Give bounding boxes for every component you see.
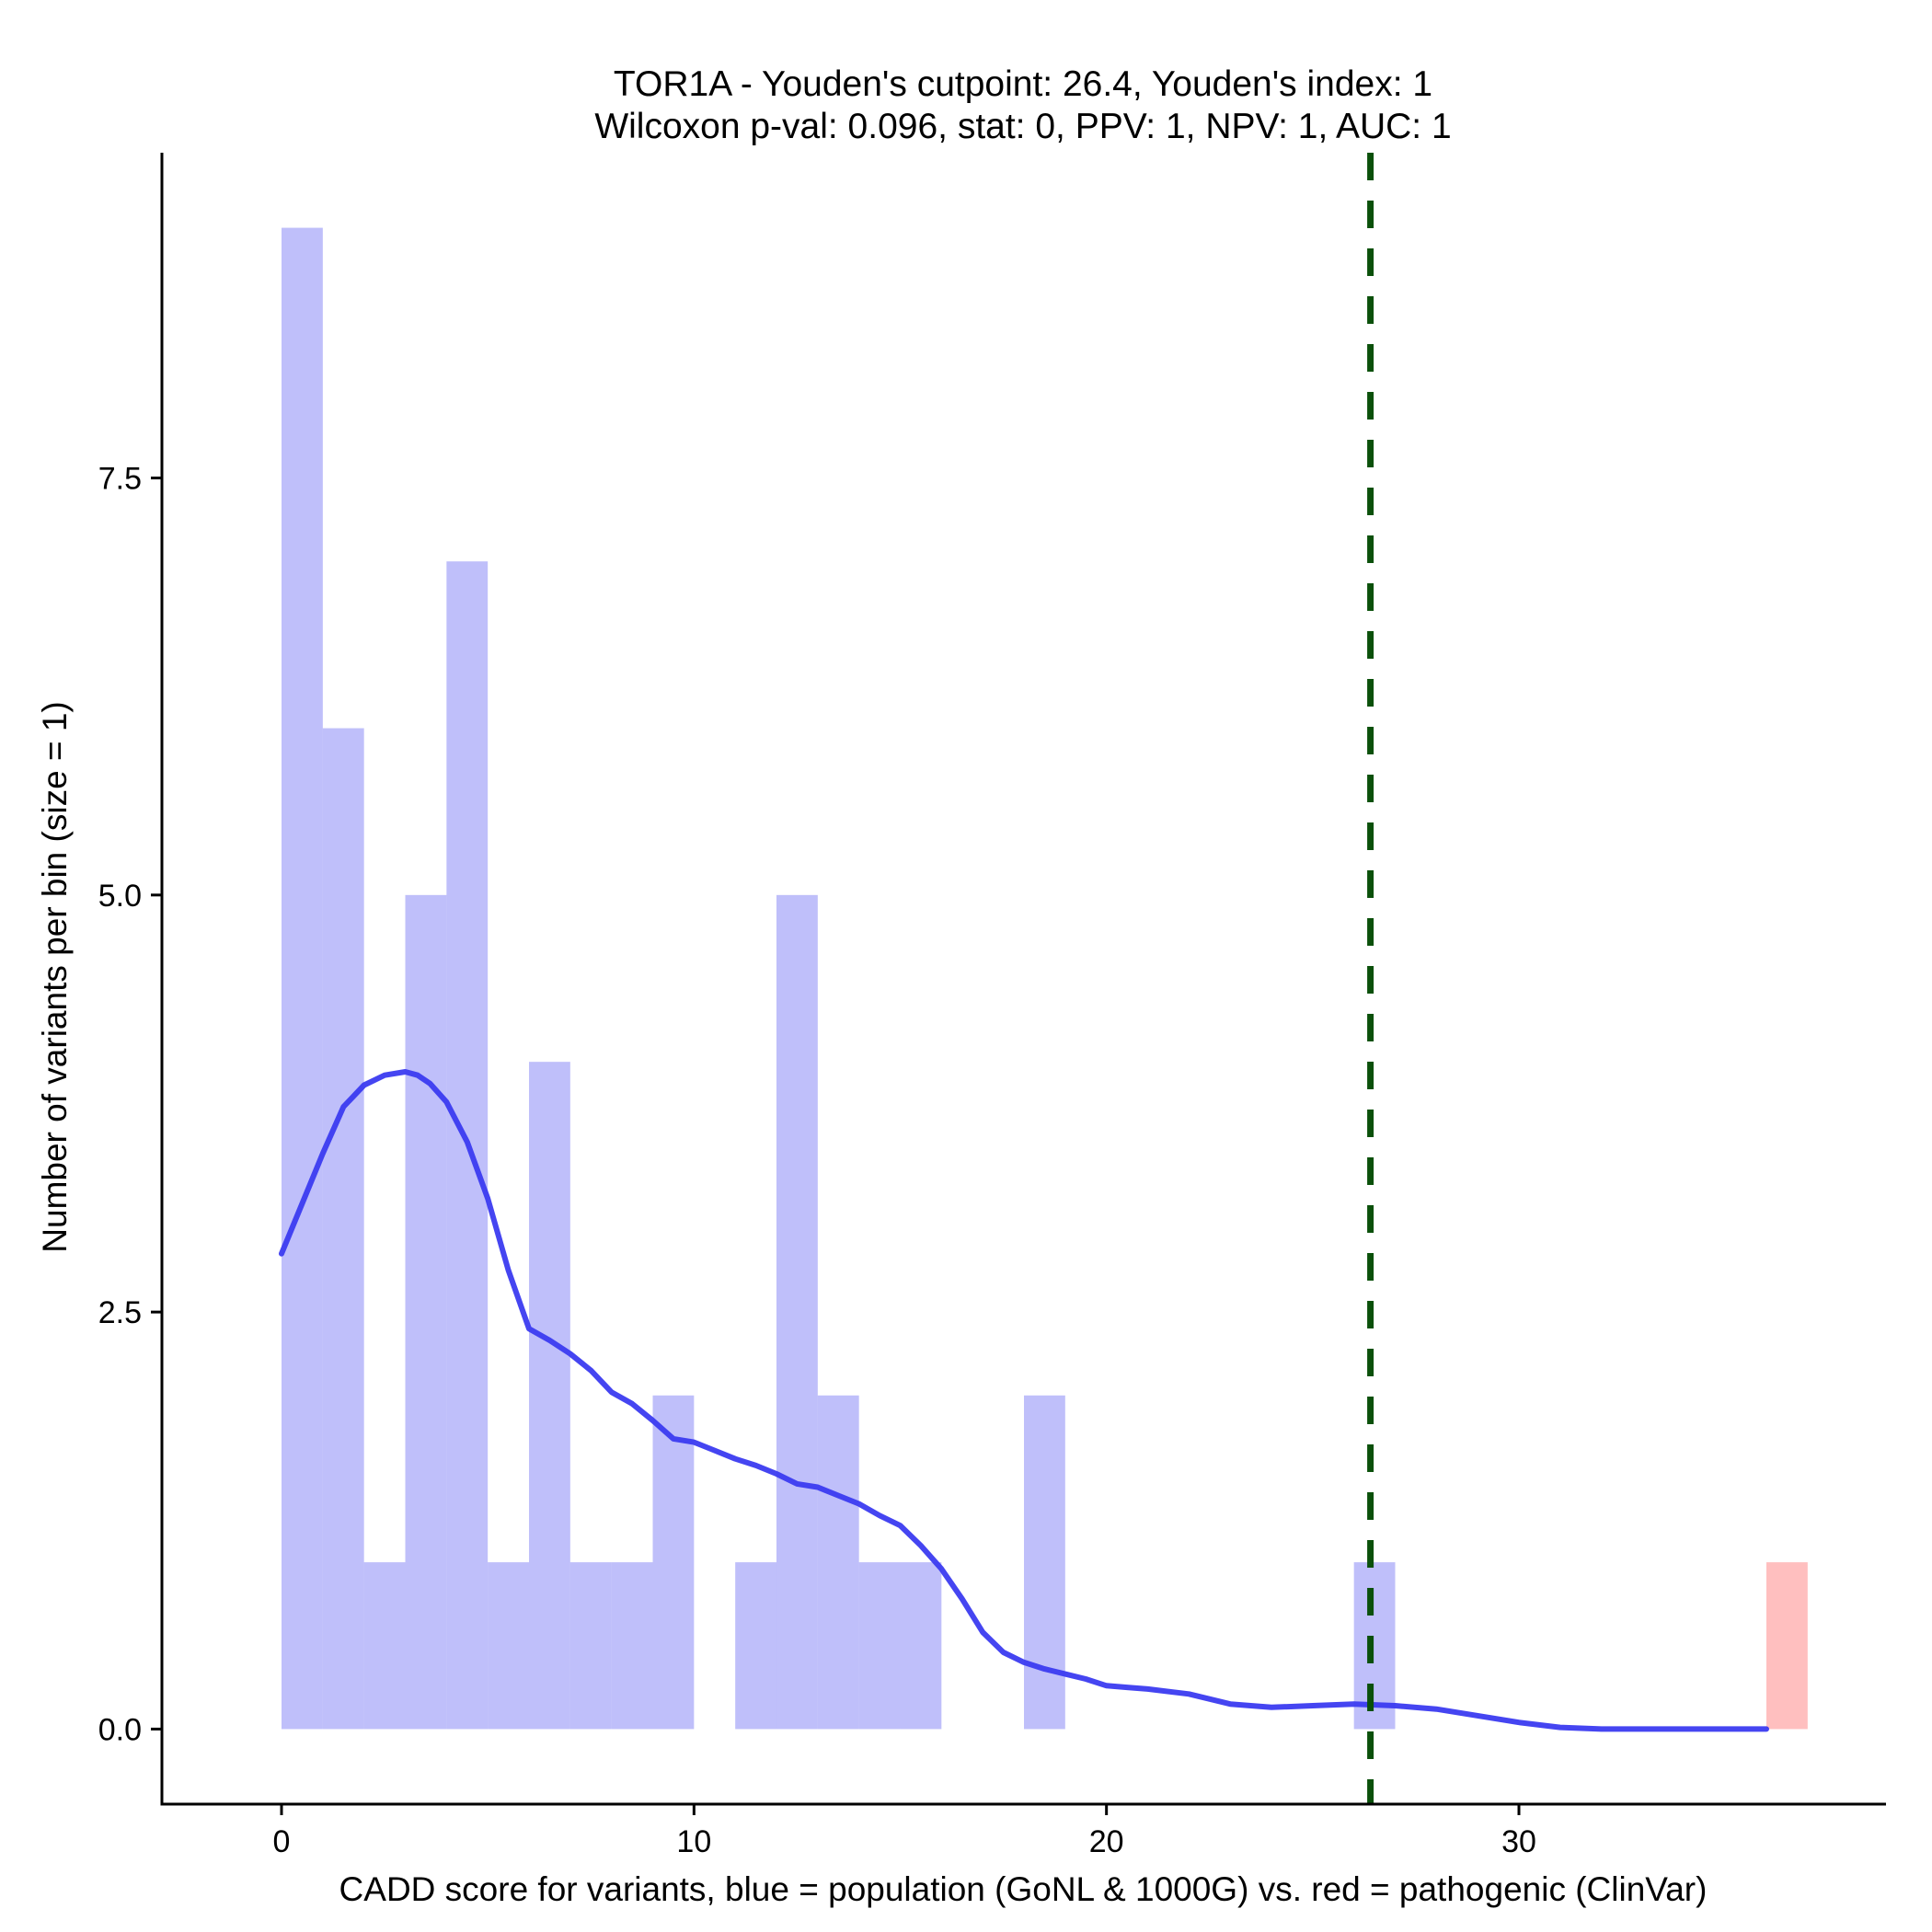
- population-bar-2: [363, 1562, 406, 1730]
- chart-title: TOR1A - Youden's cutpoint: 26.4, Youden'…: [614, 64, 1432, 104]
- population-bar-8: [611, 1562, 653, 1730]
- y-tick-label-1: 2.5: [98, 1295, 142, 1330]
- population-bar-14: [900, 1562, 942, 1730]
- y-tick-label-0: 0.0: [98, 1712, 142, 1747]
- population-bar-1: [322, 728, 364, 1730]
- population-bar-6: [529, 1062, 570, 1730]
- x-tick-label-2: 20: [1089, 1824, 1124, 1859]
- population-bar-5: [488, 1562, 530, 1730]
- population-bar-16: [1353, 1562, 1396, 1730]
- y-tick-label-2: 5.0: [98, 879, 142, 914]
- population-bar-15: [1024, 1395, 1065, 1730]
- population-bar-11: [776, 894, 818, 1730]
- population-bar-12: [817, 1395, 859, 1730]
- x-tick-label-3: 30: [1501, 1824, 1536, 1859]
- population-bar-7: [569, 1562, 612, 1730]
- axes: 0 10 20 30 0.0 2.5 5.0 7.5: [98, 153, 1886, 1859]
- chart-subtitle: Wilcoxon p-val: 0.096, stat: 0, PPV: 1, …: [594, 107, 1451, 146]
- population-bar-3: [405, 894, 447, 1730]
- population-bar-13: [858, 1562, 901, 1730]
- population-bar-10: [735, 1562, 777, 1730]
- pathogenic-bar-0: [1765, 1562, 1808, 1730]
- histogram-bars: [282, 227, 1808, 1730]
- population-bar-0: [282, 227, 323, 1730]
- y-tick-label-3: 7.5: [98, 462, 142, 497]
- population-bar-9: [652, 1395, 695, 1730]
- x-tick-label-0: 0: [273, 1824, 291, 1859]
- x-axis-label: CADD score for variants, blue = populati…: [339, 1870, 1708, 1908]
- y-axis-label: Number of variants per bin (size = 1): [36, 701, 74, 1252]
- x-tick-label-1: 10: [676, 1824, 711, 1859]
